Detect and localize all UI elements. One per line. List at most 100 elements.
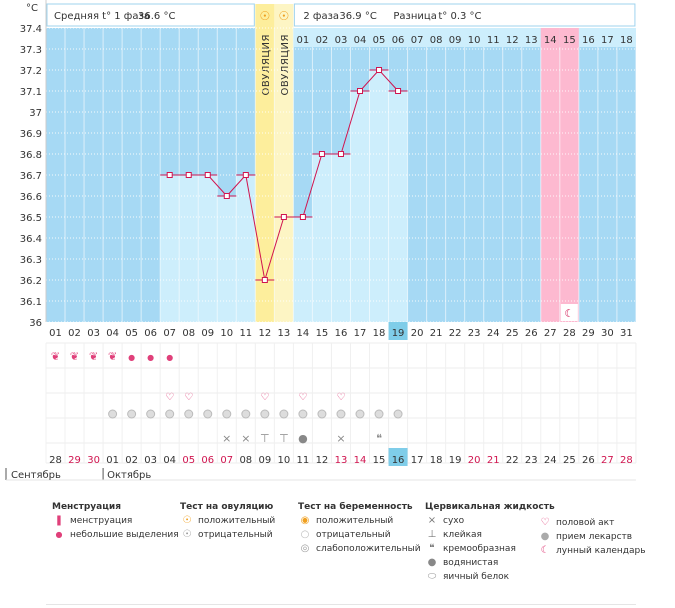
legend-lunar: лунный календарь <box>556 546 646 556</box>
pill-icon <box>374 409 384 419</box>
dry-icon: × <box>241 432 250 445</box>
x-day-label: 09 <box>201 328 214 339</box>
bottom-divider <box>46 604 636 605</box>
x-day-label: 08 <box>182 328 195 339</box>
x-day-label: 06 <box>144 328 157 339</box>
heart-icon: ♡ <box>540 517 550 528</box>
legend-ovulation-test: Тест на овуляцию ☉ положительный ☉ отрицат… <box>180 502 275 542</box>
calendar-date: 04 <box>163 455 176 466</box>
ovulation-label: ОВУЛЯЦИЯ <box>280 34 291 96</box>
pill-icon <box>298 409 308 419</box>
month-label-september: Сентябрь <box>11 470 61 481</box>
temperature-bar <box>236 175 256 322</box>
y-tick-label: 36.9 <box>20 129 42 140</box>
y-unit-label: °C <box>26 3 38 14</box>
top-day-label: 05 <box>373 35 386 46</box>
temperature-bar <box>388 91 408 322</box>
legend-pregtest-neg: отрицательный <box>316 530 391 540</box>
legend-heavy-label: менструация <box>70 516 133 526</box>
temperature-point <box>337 151 344 157</box>
today-marker <box>388 322 408 340</box>
calendar-date: 02 <box>125 455 138 466</box>
x-day-label: 11 <box>239 328 252 339</box>
legend-cervical-title: Цервикальная жидкость <box>425 502 555 512</box>
pill-icon <box>184 409 194 419</box>
x-day-label: 10 <box>220 328 233 339</box>
y-tick-label: 36.1 <box>20 297 42 308</box>
x-day-label: 24 <box>487 328 500 339</box>
legend-watery: водянистая <box>443 558 499 568</box>
heavy-drop-icon: ❦ <box>89 350 98 363</box>
sticky-icon: ⊥ <box>427 529 437 540</box>
heart-icon: ♡ <box>336 392 345 403</box>
x-day-label: 01 <box>49 328 62 339</box>
calendar-date: 13 <box>335 455 348 466</box>
pill-icon: ● <box>540 531 550 542</box>
y-tick-label: 36.7 <box>20 171 42 182</box>
today-date-marker <box>388 448 408 466</box>
temperature-point <box>318 151 325 157</box>
heavy-drop-icon: ❚ <box>54 515 64 526</box>
calendar-date: 20 <box>468 455 481 466</box>
pill-icon <box>393 409 403 419</box>
x-day-label: 25 <box>506 328 519 339</box>
egg-white-icon: ● <box>298 432 308 445</box>
temperature-point <box>242 172 249 178</box>
x-day-label: 18 <box>373 328 386 339</box>
calendar-date: 22 <box>506 455 519 466</box>
calendar-date: 29 <box>68 455 81 466</box>
x-day-label: 16 <box>335 328 348 339</box>
y-tick-label: 36.5 <box>20 213 42 224</box>
x-day-label: 21 <box>430 328 443 339</box>
top-day-label: 15 <box>563 35 576 46</box>
month-label-october: Октябрь <box>107 470 151 481</box>
x-day-label: 29 <box>582 328 595 339</box>
temperature-bar <box>198 175 218 322</box>
creamy-icon: ❝ <box>376 432 382 445</box>
sticky-icon: ⊤ <box>260 432 270 445</box>
phase1-value: 36.6 °C <box>138 11 175 22</box>
x-day-label: 23 <box>468 328 481 339</box>
y-tick-label: 37.1 <box>20 87 42 98</box>
calendar-date: 15 <box>373 455 386 466</box>
top-day-label: 11 <box>487 35 500 46</box>
y-tick-label: 36.3 <box>20 255 42 266</box>
ovulation-band <box>274 4 294 322</box>
ovulation-band <box>255 4 275 322</box>
calendar-date: 08 <box>239 455 252 466</box>
calendar-date: 26 <box>582 455 595 466</box>
y-tick-label: 37.3 <box>20 45 42 56</box>
calendar-date: 07 <box>220 455 233 466</box>
light-drop-icon: ● <box>55 530 63 539</box>
preg-negative-icon: ○ <box>300 529 310 540</box>
pill-icon <box>279 409 289 419</box>
calendar-date: 30 <box>87 455 100 466</box>
y-tick-label: 36.6 <box>20 192 42 203</box>
legend-ovtest-title: Тест на овуляцию <box>180 502 274 512</box>
calendar-date: 01 <box>106 455 119 466</box>
legend-eggwhite: яичный белок <box>443 572 510 582</box>
pill-icon <box>317 409 327 419</box>
heart-icon: ♡ <box>165 392 174 403</box>
moon-box <box>560 304 578 321</box>
calendar-date: 25 <box>563 455 576 466</box>
top-day-label: 12 <box>506 35 519 46</box>
phase2-box <box>293 3 636 27</box>
temperature-bar <box>293 217 313 322</box>
x-day-label: 15 <box>316 328 329 339</box>
pill-icon <box>355 409 365 419</box>
y-tick-label: 36.4 <box>20 234 42 245</box>
egg-white-icon: ⬭ <box>427 571 437 582</box>
top-day-label: 18 <box>620 35 633 46</box>
heart-icon: ♡ <box>260 392 269 403</box>
x-day-label: 13 <box>278 328 291 339</box>
top-day-label: 02 <box>316 35 329 46</box>
temperature-point <box>376 67 383 73</box>
bbt-chart: ОВУЛЯЦИЯ ОВУЛЯЦИЯ ☾ °C 37.4 37.3 37.2 37.1 37 3… <box>5 0 637 481</box>
calendar-date: 28 <box>620 455 633 466</box>
sticky-icon: ⊤ <box>279 432 289 445</box>
calendar-date: 12 <box>316 455 329 466</box>
top-day-label: 09 <box>449 35 462 46</box>
x-day-label: 17 <box>354 328 367 339</box>
pill-icon <box>165 409 175 419</box>
